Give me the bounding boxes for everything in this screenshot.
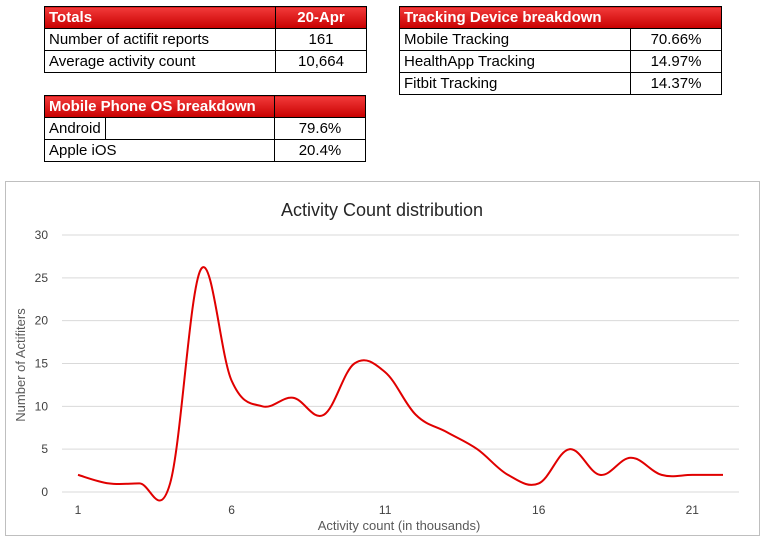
totals-table: Totals 20-Apr Number of actifit reports … <box>44 6 367 73</box>
grid-lines <box>62 234 739 493</box>
device-row-label: Mobile Tracking <box>399 28 631 51</box>
totals-header-label: Totals <box>44 6 276 29</box>
chart-title: Activity Count distribution <box>281 200 483 220</box>
table-row: HealthApp Tracking 14.97% <box>399 50 722 73</box>
totals-header-date: 20-Apr <box>275 6 367 29</box>
x-tick-label: 16 <box>532 503 546 517</box>
x-tick-label: 6 <box>228 503 235 517</box>
totals-row-label: Average activity count <box>44 50 276 73</box>
table-row: Android 79.6% <box>44 117 366 140</box>
device-row-label: Fitbit Tracking <box>399 72 631 95</box>
device-row-value: 70.66% <box>630 28 722 51</box>
os-row-label: Apple iOS <box>44 139 275 162</box>
device-row-value: 14.97% <box>630 50 722 73</box>
table-row: Fitbit Tracking 14.37% <box>399 72 722 95</box>
y-axis-title: Number of Actifiters <box>13 308 28 422</box>
chart-container: Activity Count distribution 0 5 10 15 20 25 30… <box>5 181 760 536</box>
mobile-os-header-blank <box>274 95 366 118</box>
table-row: Number of actifit reports 161 <box>44 28 367 51</box>
y-tick-label: 30 <box>35 228 49 242</box>
x-tick-label: 1 <box>75 503 82 517</box>
os-row-value: 79.6% <box>274 117 366 140</box>
x-tick-label: 11 <box>379 503 392 517</box>
tracking-device-table: Tracking Device breakdown Mobile Trackin… <box>399 6 722 95</box>
x-axis-title: Activity count (in thousands) <box>318 518 481 533</box>
os-row-value: 20.4% <box>274 139 366 162</box>
series-line <box>77 266 723 502</box>
y-tick-label: 20 <box>35 314 49 328</box>
table-row: Mobile Tracking 70.66% <box>399 28 722 51</box>
table-row: Apple iOS 20.4% <box>44 139 366 162</box>
x-axis-ticks: 1 6 11 16 21 <box>75 503 700 517</box>
y-tick-label: 25 <box>35 271 49 285</box>
y-axis-ticks: 0 5 10 15 20 25 30 <box>35 228 49 499</box>
y-tick-label: 10 <box>35 399 49 413</box>
y-tick-label: 15 <box>35 357 49 371</box>
activity-count-chart: Activity Count distribution 0 5 10 15 20 25 30… <box>13 200 739 533</box>
y-tick-label: 0 <box>41 485 48 499</box>
os-row-blank-cell <box>105 117 275 140</box>
tracking-device-header: Tracking Device breakdown <box>399 6 722 29</box>
mobile-os-header: Mobile Phone OS breakdown <box>44 95 275 118</box>
table-row: Average activity count 10,664 <box>44 50 367 73</box>
device-row-label: HealthApp Tracking <box>399 50 631 73</box>
x-tick-label: 21 <box>686 503 700 517</box>
os-row-label: Android <box>44 117 106 140</box>
totals-row-label: Number of actifit reports <box>44 28 276 51</box>
mobile-os-table: Mobile Phone OS breakdown Android 79.6% … <box>44 95 366 162</box>
y-tick-label: 5 <box>41 442 48 456</box>
totals-row-value: 161 <box>275 28 367 51</box>
totals-row-value: 10,664 <box>275 50 367 73</box>
device-row-value: 14.37% <box>630 72 722 95</box>
